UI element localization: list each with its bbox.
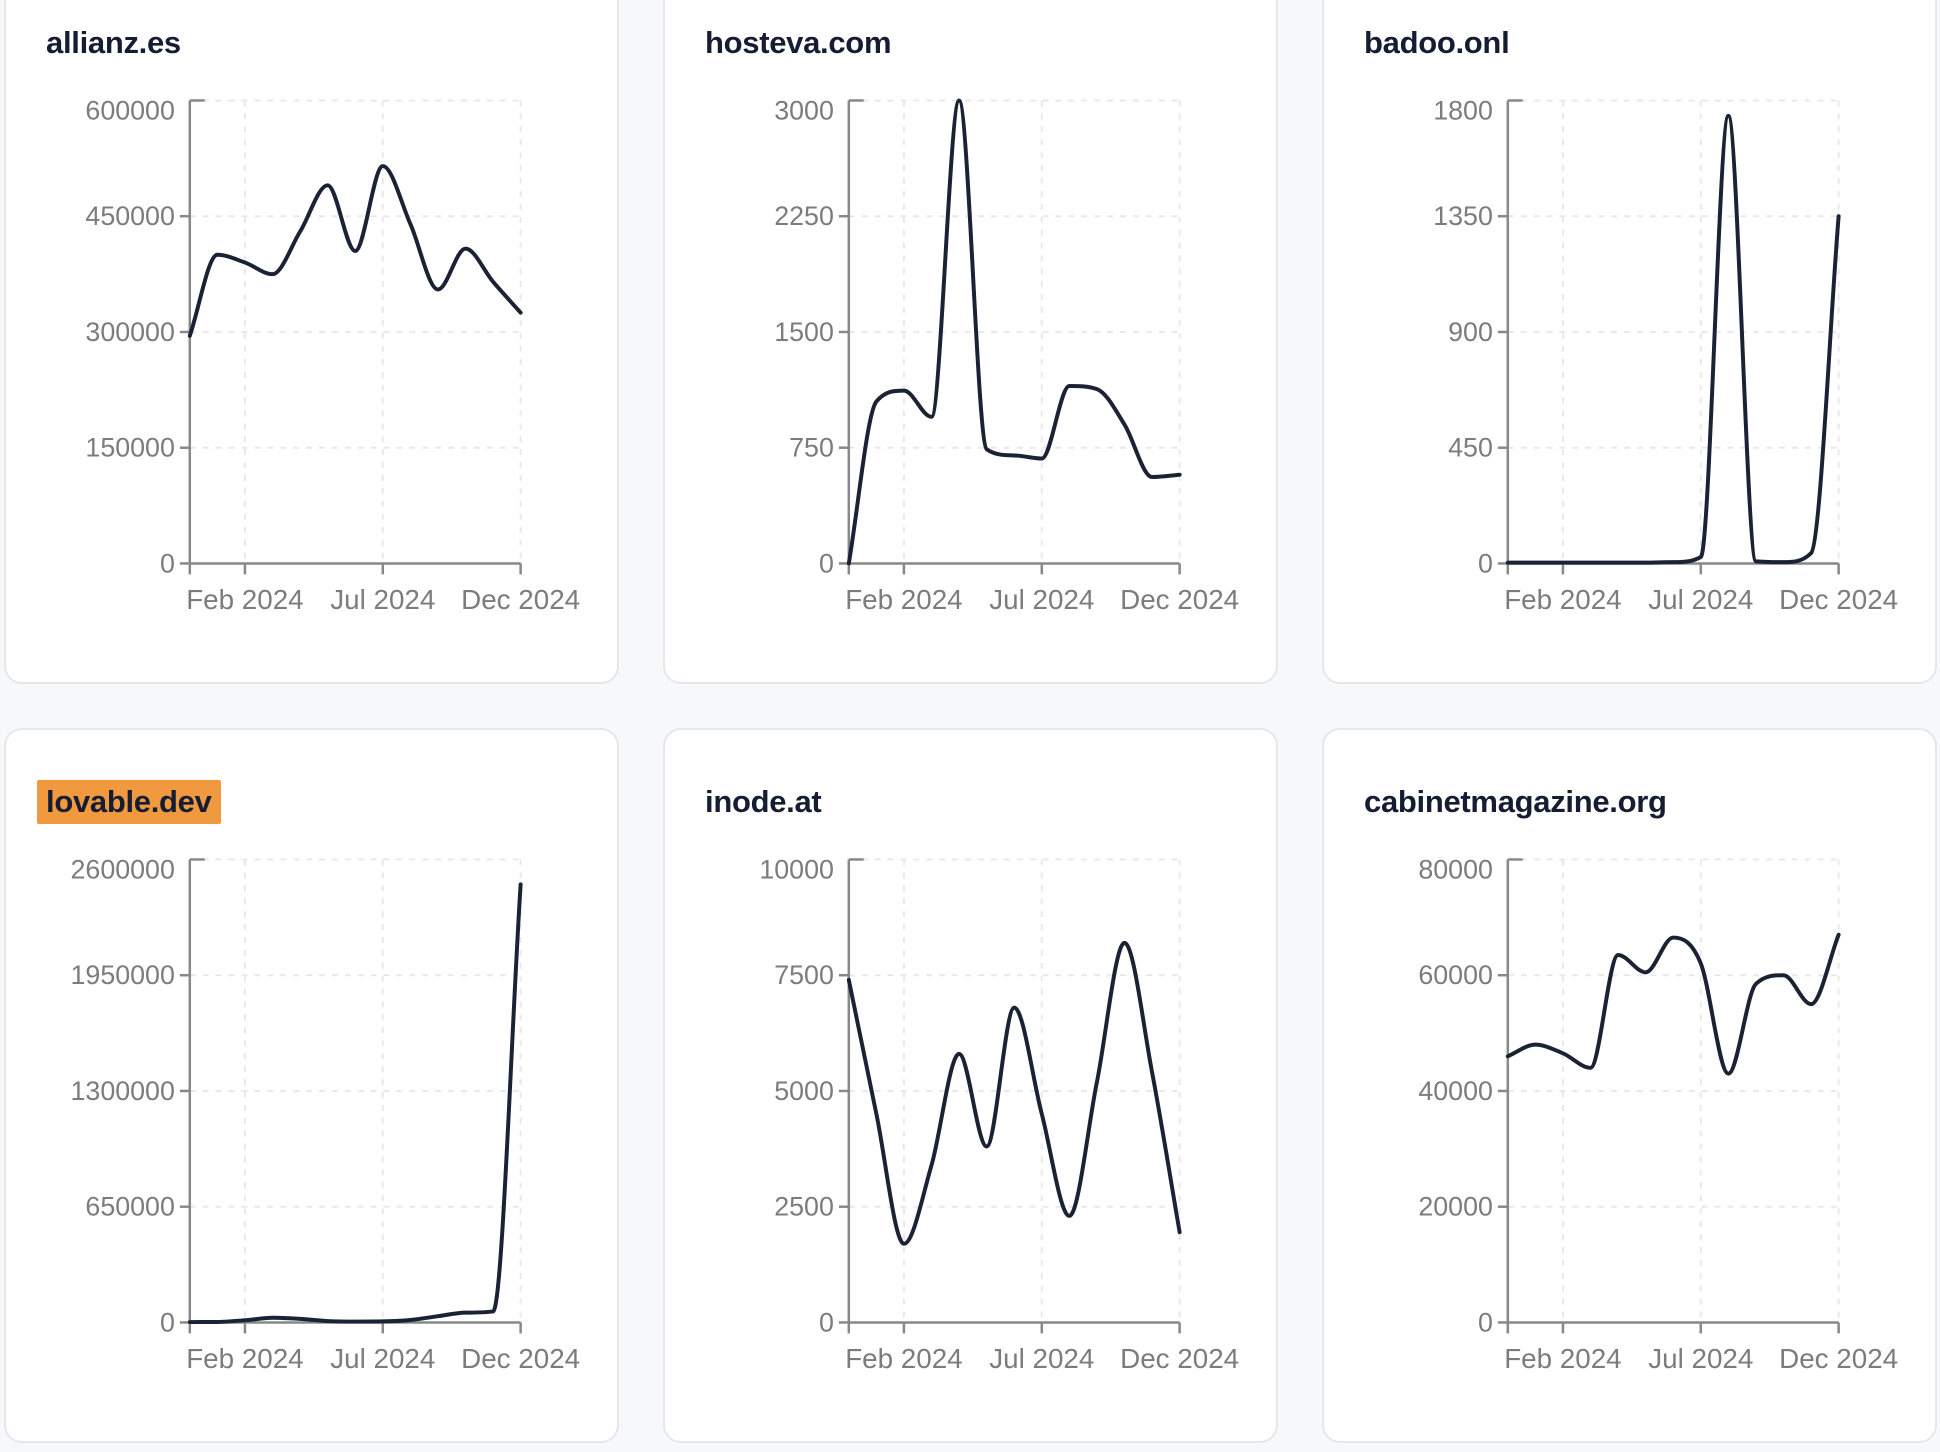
line-chart: 0 2500 5000 7500 10000 Feb 2024 Jul 2024 Dec 20…	[759, 854, 1239, 1374]
svg-text:Feb 2024: Feb 2024	[186, 1343, 303, 1374]
svg-text:1800: 1800	[1433, 95, 1493, 125]
chart-grid: allianz.es 0 150000 300000 450000 600000 Feb …	[4, 0, 1937, 1443]
svg-text:Jul 2024: Jul 2024	[989, 584, 1094, 615]
chart-title-row: allianz.es	[46, 21, 181, 65]
svg-text:7500: 7500	[774, 960, 834, 990]
svg-text:0: 0	[1478, 548, 1493, 578]
svg-text:300000: 300000	[85, 317, 174, 347]
chart-card-inode-at[interactable]: inode.at 0 2500 5000 7500 10000 Feb 2024 Jul 2…	[663, 728, 1278, 1443]
chart-title-row: hosteva.com	[705, 21, 892, 65]
chart-title: inode.at	[705, 784, 822, 819]
svg-text:0: 0	[1478, 1307, 1493, 1337]
chart-title-row: inode.at	[705, 780, 822, 824]
chart-card-allianz-es[interactable]: allianz.es 0 150000 300000 450000 600000 Feb …	[4, 0, 619, 684]
svg-text:1950000: 1950000	[71, 960, 175, 990]
svg-text:1500: 1500	[774, 317, 834, 347]
chart-title: hosteva.com	[705, 25, 892, 60]
svg-text:Jul 2024: Jul 2024	[330, 584, 435, 615]
line-chart: 0 650000 1300000 1950000 2600000 Feb 2024 Jul …	[71, 854, 581, 1374]
svg-text:0: 0	[819, 1307, 834, 1337]
svg-text:0: 0	[819, 548, 834, 578]
chart-title: cabinetmagazine.org	[1364, 784, 1667, 819]
svg-text:80000: 80000	[1418, 854, 1493, 884]
svg-text:60000: 60000	[1418, 960, 1493, 990]
svg-text:Feb 2024: Feb 2024	[845, 584, 962, 615]
svg-text:450: 450	[1448, 433, 1493, 463]
svg-text:Feb 2024: Feb 2024	[1504, 584, 1621, 615]
svg-text:600000: 600000	[85, 95, 174, 125]
chart-title-row: badoo.onl	[1364, 21, 1510, 65]
chart-card-hosteva-com[interactable]: hosteva.com 0 750 1500 2250 3000 Feb 2024 Jul …	[663, 0, 1278, 684]
svg-text:Dec 2024: Dec 2024	[461, 584, 580, 615]
svg-text:Feb 2024: Feb 2024	[845, 1343, 962, 1374]
svg-text:Feb 2024: Feb 2024	[1504, 1343, 1621, 1374]
svg-text:900: 900	[1448, 317, 1493, 347]
chart-title: badoo.onl	[1364, 25, 1510, 60]
svg-text:1350: 1350	[1433, 201, 1493, 231]
chart-card-badoo-onl[interactable]: badoo.onl 0 450 900 1350 1800 Feb 2024 Jul 202…	[1322, 0, 1937, 684]
svg-text:1300000: 1300000	[71, 1076, 175, 1106]
chart-title: allianz.es	[46, 25, 181, 60]
svg-text:450000: 450000	[85, 201, 174, 231]
svg-text:20000: 20000	[1418, 1192, 1493, 1222]
chart-card-lovable-dev[interactable]: lovable.dev 0 650000 1300000 1950000 2600000…	[4, 728, 619, 1443]
svg-text:5000: 5000	[774, 1076, 834, 1106]
svg-text:Jul 2024: Jul 2024	[1648, 584, 1753, 615]
chart-title-row: cabinetmagazine.org	[1364, 780, 1667, 824]
svg-text:Dec 2024: Dec 2024	[1120, 584, 1239, 615]
line-chart: 0 750 1500 2250 3000 Feb 2024 Jul 2024 Dec 2024	[774, 95, 1239, 615]
svg-text:Jul 2024: Jul 2024	[989, 1343, 1094, 1374]
chart-card-cabinetmagazine-org[interactable]: cabinetmagazine.org 0 20000 40000 60000 8000…	[1322, 728, 1937, 1443]
svg-text:Dec 2024: Dec 2024	[461, 1343, 580, 1374]
svg-text:Feb 2024: Feb 2024	[186, 584, 303, 615]
line-chart: 0 20000 40000 60000 80000 Feb 2024 Jul 2024 Dec…	[1418, 854, 1898, 1374]
chart-title-row: lovable.dev	[37, 780, 221, 824]
chart-title-highlighted: lovable.dev	[37, 780, 221, 824]
svg-text:Jul 2024: Jul 2024	[330, 1343, 435, 1374]
svg-text:2500: 2500	[774, 1192, 834, 1222]
svg-text:750: 750	[789, 433, 834, 463]
svg-text:3000: 3000	[774, 95, 834, 125]
svg-text:40000: 40000	[1418, 1076, 1493, 1106]
svg-text:2250: 2250	[774, 201, 834, 231]
svg-text:Dec 2024: Dec 2024	[1779, 1343, 1898, 1374]
line-chart: 0 150000 300000 450000 600000 Feb 2024 Jul 202…	[85, 95, 580, 615]
svg-text:Jul 2024: Jul 2024	[1648, 1343, 1753, 1374]
svg-text:0: 0	[160, 548, 175, 578]
svg-text:2600000: 2600000	[71, 854, 175, 884]
svg-text:Dec 2024: Dec 2024	[1779, 584, 1898, 615]
svg-text:150000: 150000	[85, 433, 174, 463]
svg-text:10000: 10000	[759, 854, 834, 884]
svg-text:Dec 2024: Dec 2024	[1120, 1343, 1239, 1374]
svg-text:650000: 650000	[85, 1192, 174, 1222]
line-chart: 0 450 900 1350 1800 Feb 2024 Jul 2024 Dec 2024	[1433, 95, 1898, 615]
svg-text:0: 0	[160, 1307, 175, 1337]
